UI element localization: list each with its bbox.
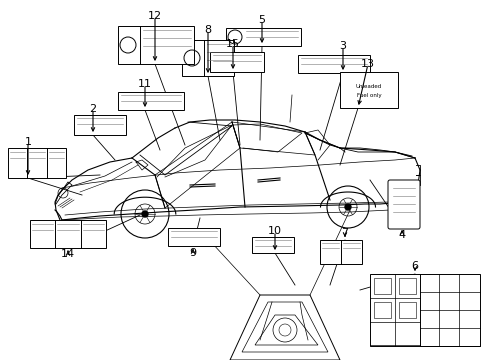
Text: 4: 4 <box>398 230 405 240</box>
Bar <box>209 52 264 72</box>
Bar <box>225 28 301 46</box>
Bar <box>373 302 390 318</box>
Text: 10: 10 <box>267 226 282 236</box>
Bar <box>118 26 194 64</box>
Text: 2: 2 <box>89 104 96 114</box>
Bar <box>182 40 234 76</box>
Text: 13: 13 <box>360 59 374 69</box>
Bar <box>8 148 66 178</box>
Bar <box>339 72 397 108</box>
Bar <box>398 302 415 318</box>
Bar <box>297 55 369 73</box>
Bar <box>168 228 220 246</box>
Text: 14: 14 <box>61 249 75 259</box>
Text: 15: 15 <box>225 39 240 49</box>
Text: 9: 9 <box>189 248 196 258</box>
Text: Unleaded: Unleaded <box>355 84 381 89</box>
Text: 1: 1 <box>24 137 31 147</box>
Bar <box>369 274 479 346</box>
Bar <box>373 278 390 294</box>
Text: 6: 6 <box>411 261 418 271</box>
Bar <box>30 220 106 248</box>
Text: 12: 12 <box>148 11 162 21</box>
Bar <box>118 92 183 110</box>
Text: 8: 8 <box>204 25 211 35</box>
Circle shape <box>345 204 350 210</box>
Text: Fuel only: Fuel only <box>356 94 381 99</box>
Text: 5: 5 <box>258 15 265 25</box>
Bar <box>74 115 126 135</box>
Bar <box>251 237 293 253</box>
Text: 7: 7 <box>341 228 348 238</box>
Text: 11: 11 <box>138 79 152 89</box>
Bar <box>398 278 415 294</box>
Text: 3: 3 <box>339 41 346 51</box>
Circle shape <box>142 211 148 217</box>
FancyBboxPatch shape <box>387 180 419 229</box>
Bar <box>319 240 361 264</box>
